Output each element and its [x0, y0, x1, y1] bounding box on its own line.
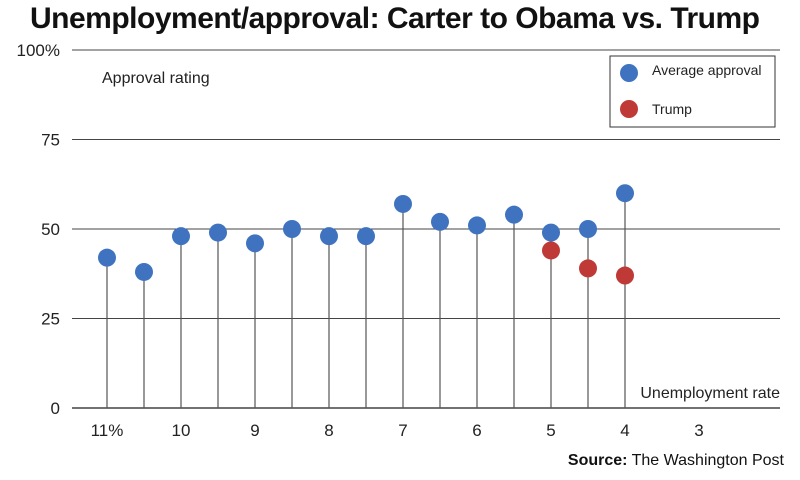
point-trump	[542, 241, 560, 260]
point-average-approval	[505, 205, 523, 224]
point-trump	[579, 259, 597, 278]
x-tick-label: 8	[324, 421, 333, 440]
y-tick-label: 75	[41, 131, 60, 150]
point-average-approval	[283, 220, 301, 238]
point-average-approval	[98, 248, 116, 267]
legend-label-average: Average approval	[652, 62, 761, 78]
point-average-approval	[246, 234, 264, 253]
x-tick-label: 9	[250, 421, 259, 440]
legend-box	[609, 55, 776, 128]
point-average-approval	[542, 223, 560, 242]
x-tick-label: 3	[694, 421, 703, 440]
x-tick-label: 4	[620, 421, 629, 440]
point-average-approval	[468, 216, 486, 235]
point-average-approval	[579, 220, 597, 238]
legend-marker-trump	[620, 100, 638, 118]
x-tick-label: 5	[546, 421, 555, 440]
y-axis-label: Approval rating	[102, 70, 210, 87]
y-tick-label: 0	[51, 399, 60, 418]
point-average-approval	[616, 184, 634, 203]
legend: Average approval Trump	[609, 55, 776, 128]
legend-label-trump: Trump	[652, 101, 692, 117]
x-axis-ticks: 11% 10 9 8 7 6 5 4 3	[91, 421, 704, 440]
source-text: The Washington Post	[631, 452, 784, 469]
stem-lines	[106, 193, 626, 408]
data-points	[98, 184, 634, 285]
y-tick-label: 25	[41, 310, 60, 329]
point-average-approval	[357, 227, 375, 246]
point-average-approval	[209, 223, 227, 242]
y-axis-ticks: 100% 75 50 25 0	[17, 41, 60, 418]
point-average-approval	[135, 262, 153, 281]
x-tick-label: 6	[472, 421, 481, 440]
y-tick-label: 100%	[17, 41, 60, 60]
y-tick-label: 50	[41, 220, 60, 239]
legend-marker-average	[620, 64, 638, 82]
point-average-approval	[172, 227, 190, 246]
source-credit: Source: The Washington Post	[568, 452, 784, 470]
point-average-approval	[394, 194, 412, 213]
x-tick-label: 7	[398, 421, 407, 440]
source-label: Source:	[567, 452, 628, 469]
point-trump	[616, 266, 634, 285]
point-average-approval	[431, 212, 449, 231]
x-axis-label: Unemployment rate	[640, 385, 780, 402]
chart-title: Unemployment/approval: Carter to Obama v…	[30, 2, 760, 35]
x-tick-label: 10	[172, 421, 191, 440]
grid-lines	[72, 49, 780, 409]
point-average-approval	[320, 227, 338, 246]
x-tick-label: 11%	[91, 421, 124, 440]
